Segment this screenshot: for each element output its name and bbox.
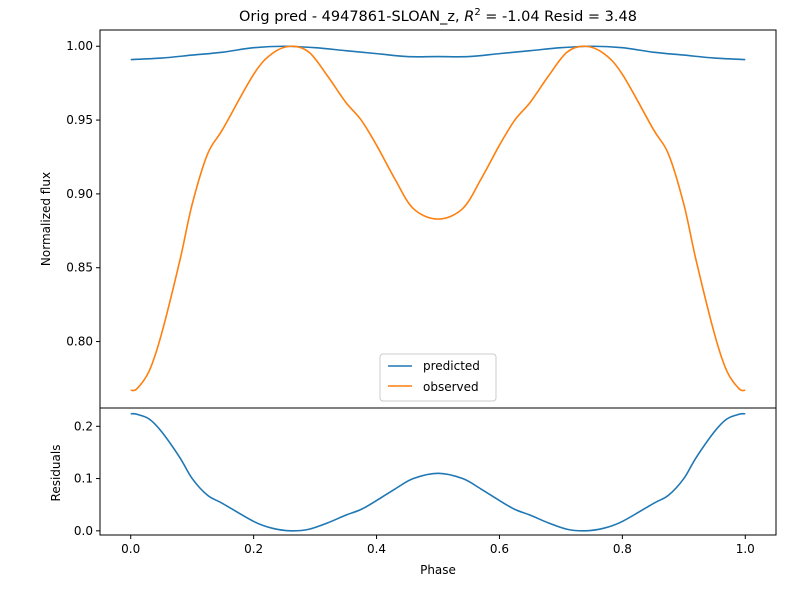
- residuals-y-ticks: 0.0 0.1 0.2: [74, 419, 100, 538]
- chart-title-r-symbol: R: [464, 9, 474, 25]
- legend-observed-label: observed: [423, 380, 479, 394]
- phase-x-tick-label: 0.2: [244, 542, 263, 556]
- residuals-line: [130, 412, 746, 532]
- flux-y-tick-label: 0.85: [66, 261, 93, 275]
- residuals-y-tick-label: 0.2: [74, 419, 93, 433]
- legend: predicted observed: [379, 353, 497, 402]
- flux-y-tick-label: 0.95: [66, 113, 93, 127]
- residuals-y-tick-label: 0.1: [74, 472, 93, 486]
- series-line-predicted: [130, 45, 746, 61]
- phase-x-tick-label: 0.0: [121, 542, 140, 556]
- phase-x-axis-label: Phase: [420, 563, 456, 577]
- chart-title-r-superscript: 2: [474, 7, 480, 18]
- flux-series-group: [130, 45, 746, 392]
- flux-panel: 0.80 0.85 0.90 0.95 1.00 Normalized flux pre…: [39, 29, 777, 409]
- phase-x-tick-label: 1.0: [736, 542, 755, 556]
- residuals-panel-frame: [99, 407, 777, 536]
- chart-title-suffix: = -1.04 Resid = 3.48: [481, 9, 637, 25]
- residuals-y-axis-label: Residuals: [49, 445, 63, 502]
- flux-y-axis-label: Normalized flux: [39, 172, 53, 266]
- phase-x-tick-label: 0.8: [613, 542, 632, 556]
- residuals-series-group: [130, 412, 746, 532]
- phase-x-tick-label: 0.6: [490, 542, 509, 556]
- series-line-observed: [130, 45, 746, 392]
- phase-x-ticks: 0.0 0.2 0.4 0.6 0.8 1.0: [121, 535, 755, 556]
- flux-y-tick-label: 0.90: [66, 187, 93, 201]
- flux-y-tick-label: 0.80: [66, 335, 93, 349]
- flux-y-tick-label: 1.00: [66, 39, 93, 53]
- chart-title-prefix: Orig pred - 4947861-SLOAN_z,: [239, 9, 464, 25]
- residuals-y-tick-label: 0.0: [74, 524, 93, 538]
- phase-x-tick-label: 0.4: [367, 542, 386, 556]
- legend-predicted-label: predicted: [423, 359, 480, 373]
- residuals-panel: 0.0 0.1 0.2 0.0 0.2 0.4 0.6 0.8 1.0 Residuals P…: [49, 407, 777, 577]
- flux-y-ticks: 0.80 0.85 0.90 0.95 1.00: [66, 39, 100, 349]
- chart-title: Orig pred - 4947861-SLOAN_z, R2 = -1.04 …: [239, 7, 637, 25]
